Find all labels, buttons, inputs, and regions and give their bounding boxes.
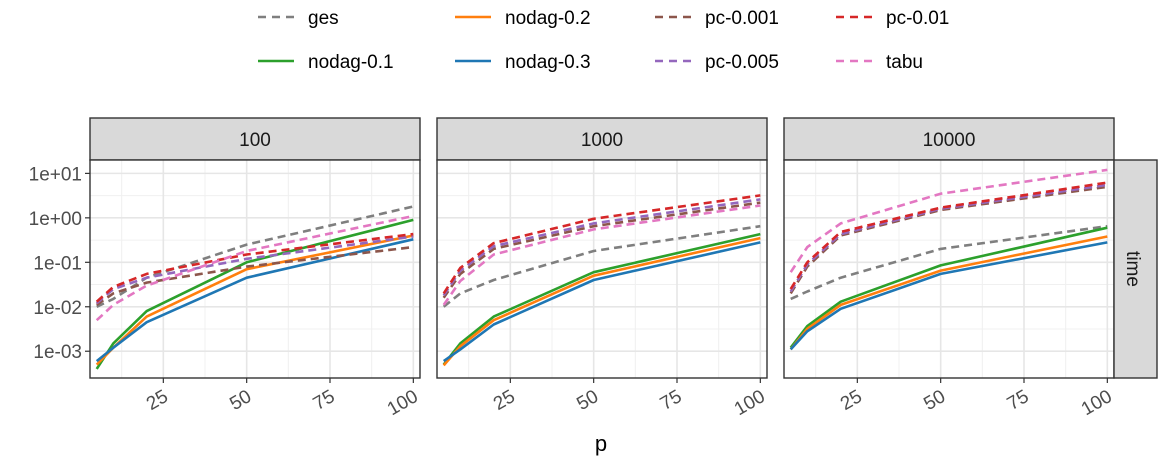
x-axis-title: p	[595, 431, 607, 456]
legend-label: nodag-0.3	[505, 52, 591, 73]
series-line-pc-0.005	[789, 183, 1108, 293]
x-tick-label: 100	[384, 386, 422, 420]
facet-strip	[436, 117, 768, 161]
series-line-nodag-0.3	[789, 241, 1108, 351]
legend-item-pc-0.005: pc-0.005	[655, 52, 779, 73]
series-line-pc-0.01	[442, 194, 761, 295]
series-line-ges	[442, 224, 761, 308]
panel-border	[436, 159, 768, 379]
legend-label: pc-0.01	[886, 8, 949, 29]
series-line-pc-0.01	[789, 181, 1108, 290]
series-line-pc-0.005	[442, 198, 761, 297]
plot-area	[90, 160, 420, 378]
facet-strip-label: 100	[239, 130, 271, 151]
row-strip-box	[1113, 159, 1158, 379]
y-tick-label: 1e-03	[33, 342, 82, 363]
facet-panel-100: 100 25 50 75 100 1e-03 1e-02 1e-01 1e+00 1e+01	[29, 117, 422, 420]
legend-item-pc-0.001: pc-0.001	[655, 8, 779, 29]
legend-item-nodag-0.2: nodag-0.2	[455, 8, 591, 29]
legend-item-pc-0.01: pc-0.01	[836, 8, 949, 29]
x-tick-label: 100	[731, 386, 769, 420]
row-strip-label: time	[1122, 251, 1143, 287]
facet-panel-10000: 10000 25 50 75 100	[783, 117, 1116, 420]
series-line-pc-0.001	[442, 201, 761, 299]
x-tick-label: 100	[1078, 386, 1116, 420]
series-line-pc-0.01	[95, 232, 414, 303]
series-line-tabu	[95, 214, 414, 322]
legend-label: tabu	[886, 52, 923, 73]
y-tick-label: 1e+01	[29, 164, 82, 185]
legend-item-ges: ges	[258, 8, 339, 29]
series-line-nodag-0.1	[442, 232, 761, 366]
x-tick-label: 25	[837, 386, 866, 415]
facet-strip	[783, 117, 1115, 161]
legend-label: pc-0.001	[705, 8, 779, 29]
x-tick-label: 25	[143, 386, 172, 415]
y-tick-label: 1e+00	[29, 209, 82, 230]
series-line-nodag-0.3	[442, 241, 761, 363]
x-tick-label: 50	[573, 386, 602, 415]
series-line-pc-0.001	[789, 185, 1108, 295]
y-tick-label: 1e-01	[33, 253, 82, 274]
series-line-tabu	[789, 168, 1108, 273]
facet-panel-1000: 1000 25 50 75 100	[436, 117, 769, 420]
x-tick-label: 50	[226, 386, 255, 415]
y-tick-label: 1e-02	[33, 298, 82, 319]
x-tick-label: 75	[310, 386, 339, 415]
legend-label: pc-0.005	[705, 52, 779, 73]
legend-item-tabu: tabu	[836, 52, 923, 73]
series-line-pc-0.001	[95, 245, 414, 306]
row-strip: time	[1113, 159, 1158, 379]
x-tick-label: 25	[490, 386, 519, 415]
x-tick-label: 50	[920, 386, 949, 415]
facet-strip-label: 10000	[923, 130, 976, 151]
legend-item-nodag-0.1: nodag-0.1	[258, 52, 394, 73]
legend-label: nodag-0.2	[505, 8, 591, 29]
panel-border	[89, 159, 421, 379]
x-tick-label: 75	[1004, 386, 1033, 415]
series-line-ges	[790, 224, 1108, 301]
legend: ges nodag-0.1 nodag-0.2 nodag-0.3 pc-0.001 pc…	[258, 8, 949, 73]
legend-label: ges	[308, 8, 339, 29]
series-line-pc-0.005	[95, 235, 414, 305]
series-line-nodag-0.3	[95, 238, 414, 363]
facet-strip-label: 1000	[581, 130, 623, 151]
facet-strip	[89, 117, 421, 161]
series-line-nodag-0.1	[789, 226, 1108, 349]
series-line-tabu	[442, 204, 761, 306]
x-tick-label: 75	[657, 386, 686, 415]
legend-item-nodag-0.3: nodag-0.3	[455, 52, 591, 73]
legend-label: nodag-0.1	[308, 52, 394, 73]
